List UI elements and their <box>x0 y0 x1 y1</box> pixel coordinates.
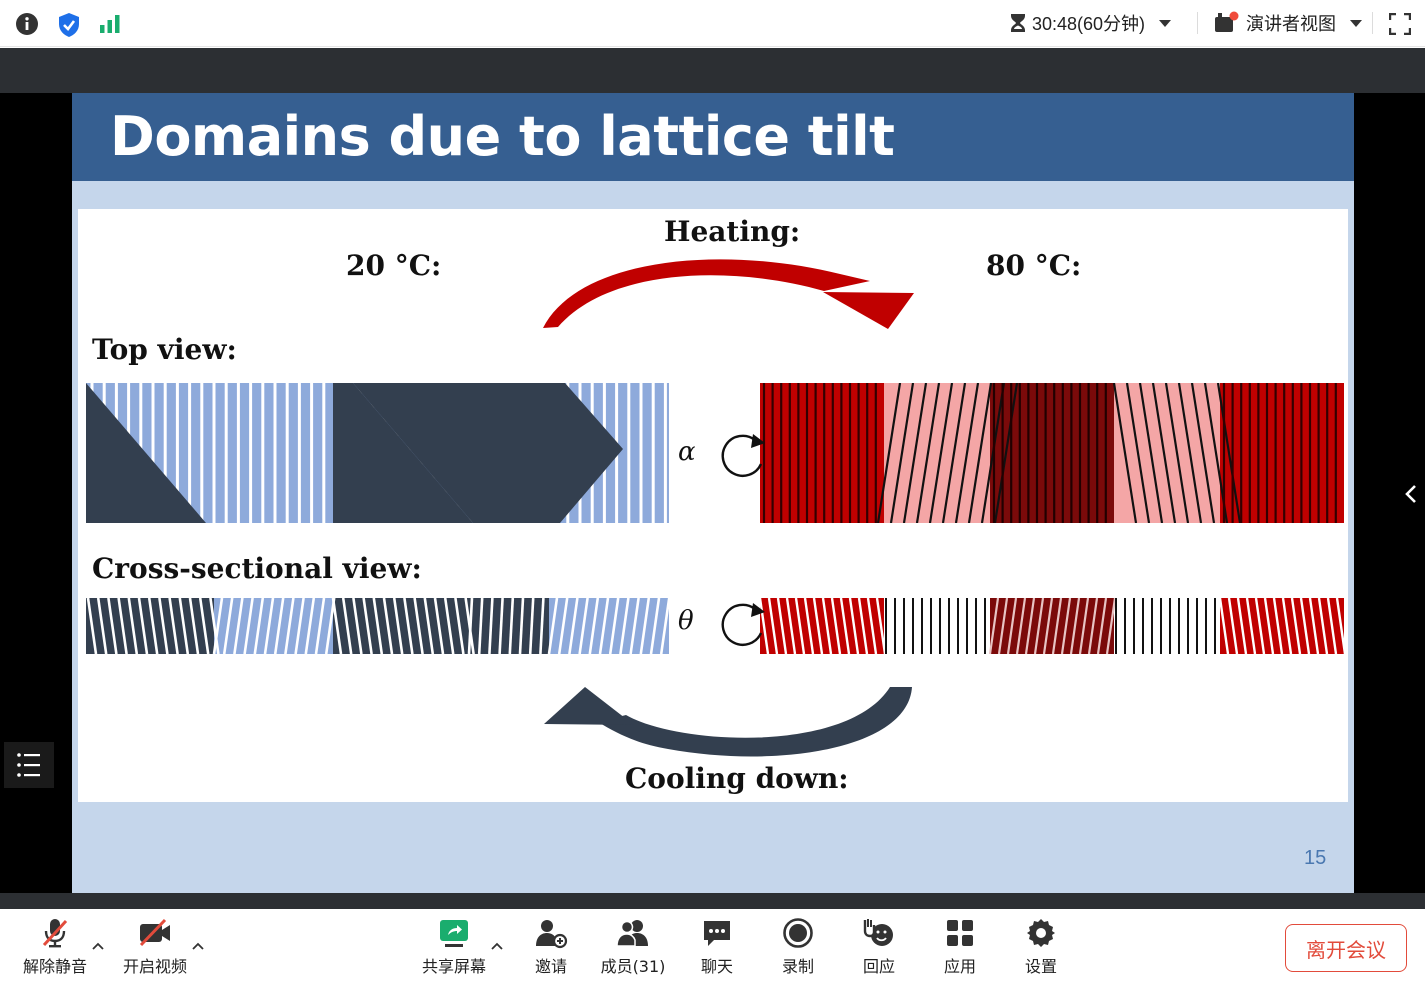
cross-view-right-domains <box>760 598 1344 654</box>
start-video-button[interactable]: 开启视频 <box>110 917 200 977</box>
slide-band <box>72 181 1354 207</box>
theta-rotation-icon <box>721 603 765 646</box>
list-icon <box>17 753 40 777</box>
fullscreen-icon[interactable] <box>1389 13 1411 35</box>
members-label: 成员(31) <box>600 957 666 976</box>
chevron-down-icon <box>1350 19 1362 27</box>
meeting-timer[interactable]: 30:48(60分钟) <box>1010 11 1172 35</box>
timer-text: 30:48(60分钟) <box>1032 14 1146 34</box>
settings-button[interactable]: 设置 <box>996 917 1086 977</box>
members-button[interactable]: 成员(31) <box>588 917 678 977</box>
alpha-symbol: α <box>678 437 696 467</box>
chevron-up-icon[interactable] <box>192 941 204 951</box>
record-label: 录制 <box>781 957 814 976</box>
add-user-icon <box>536 920 568 949</box>
cross-view-left-domains <box>86 598 669 654</box>
react-button[interactable]: 回应 <box>834 917 924 977</box>
camera-off-icon <box>139 918 170 947</box>
heating-arrow <box>543 259 870 328</box>
record-button[interactable]: 录制 <box>753 917 843 977</box>
hourglass-icon <box>1011 14 1025 32</box>
settings-label: 设置 <box>1024 957 1057 976</box>
slide-figure: Heating: 20 °C: 80 °C: Top view: Cross-s… <box>78 209 1348 802</box>
apps-label: 应用 <box>943 957 976 976</box>
members-icon <box>616 920 648 947</box>
unmute-label: 解除静音 <box>22 957 87 976</box>
theta-symbol: θ <box>678 606 694 636</box>
divider <box>1197 12 1198 34</box>
slide-title-bar: Domains due to lattice tilt <box>72 93 1354 181</box>
share-screen-icon <box>440 920 468 947</box>
stage-bottom-strip <box>0 893 1425 909</box>
chat-button[interactable]: 聊天 <box>672 917 762 977</box>
stage-top-strip <box>0 48 1425 93</box>
shield-icon[interactable] <box>57 12 81 38</box>
heating-arrow-head <box>823 292 914 329</box>
cooling-arrow-head <box>544 687 634 725</box>
invite-button[interactable]: 邀请 <box>506 917 596 977</box>
presenter-view-button[interactable]: 演讲者视图 <box>1214 11 1362 35</box>
heating-label: Heating: <box>664 215 801 248</box>
apps-button[interactable]: 应用 <box>915 917 1005 977</box>
top-view-label: Top view: <box>92 333 237 366</box>
presenter-view-icon <box>1215 11 1239 32</box>
temperature-left-label: 20 °C: <box>346 249 442 282</box>
temperature-right-label: 80 °C: <box>986 249 1082 282</box>
raise-hand-emoji-icon <box>863 919 893 946</box>
chevron-up-icon[interactable] <box>92 941 104 951</box>
top-view-left-domains <box>86 383 669 523</box>
share-screen-label: 共享屏幕 <box>421 957 486 976</box>
chevron-left-icon[interactable] <box>1398 478 1425 510</box>
slide-page-number: 15 <box>1304 847 1327 869</box>
meeting-top-bar: 30:48(60分钟) 演讲者视图 <box>0 0 1425 47</box>
divider <box>1372 12 1373 34</box>
presenter-view-label: 演讲者视图 <box>1246 14 1336 34</box>
apps-grid-icon <box>947 920 973 946</box>
lattice-tilt-diagram <box>86 259 1344 757</box>
invite-label: 邀请 <box>534 957 567 976</box>
chat-label: 聊天 <box>700 957 733 976</box>
chat-icon <box>704 921 730 946</box>
microphone-muted-icon <box>42 919 68 948</box>
unmute-button[interactable]: 解除静音 <box>10 917 100 977</box>
meeting-toolbar: 解除静音 开启视频 共享屏幕 邀请 <box>0 909 1425 987</box>
record-icon <box>783 918 813 948</box>
cooling-down-label: Cooling down: <box>625 762 849 795</box>
info-icon[interactable] <box>15 12 39 36</box>
react-label: 回应 <box>862 957 895 976</box>
leave-meeting-button[interactable]: 离开会议 <box>1285 924 1407 972</box>
share-screen-button[interactable]: 共享屏幕 <box>409 917 499 977</box>
top-view-right-domains <box>760 383 1344 523</box>
alpha-rotation-icon <box>721 434 765 477</box>
slide-title: Domains due to lattice tilt <box>110 105 895 168</box>
gear-icon <box>1027 919 1055 947</box>
chevron-down-icon <box>1159 19 1172 27</box>
cross-sectional-view-label: Cross-sectional view: <box>92 552 422 585</box>
start-video-label: 开启视频 <box>122 957 187 976</box>
chevron-up-icon[interactable] <box>491 941 503 951</box>
slide-list-button[interactable] <box>4 742 54 788</box>
presentation-slide: Domains due to lattice tilt <box>72 93 1354 893</box>
cooling-arrow <box>598 687 912 757</box>
signal-icon[interactable] <box>99 14 121 34</box>
